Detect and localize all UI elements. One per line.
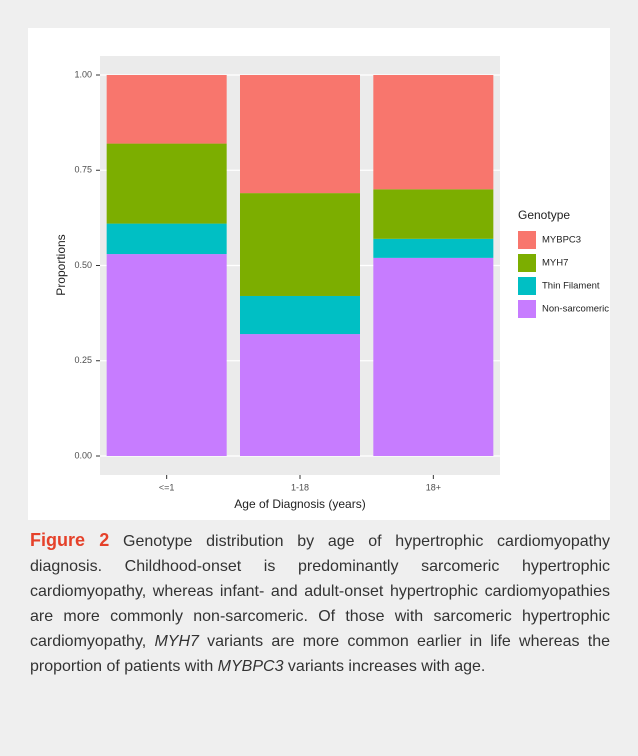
bar-segment [106, 143, 227, 224]
legend-label: MYH7 [542, 258, 568, 269]
bar-segment [106, 254, 227, 456]
legend-label: MYBPC3 [542, 235, 581, 246]
bar-segment [373, 238, 494, 258]
bar-segment [240, 75, 360, 194]
caption-text: variants are more common earlier in life… [30, 633, 610, 675]
x-axis-label: Age of Diagnosis (years) [234, 497, 365, 511]
bar-segment [240, 334, 360, 456]
caption-text: MYH7 [154, 633, 199, 650]
bar-segment [240, 295, 360, 335]
bar-segment [373, 257, 494, 456]
caption-label: Figure 2 [30, 530, 110, 550]
y-tick-label: 0.00 [74, 450, 92, 460]
y-tick-label: 0.25 [74, 355, 92, 365]
legend-key [518, 254, 536, 272]
legend-key [518, 231, 536, 249]
legend-label: Thin Filament [542, 281, 600, 292]
y-axis-label: Proportions [54, 234, 68, 295]
y-tick-label: 1.00 [74, 69, 92, 79]
legend-title: Genotype [518, 208, 570, 222]
caption-text: MYBPC3 [217, 658, 284, 675]
caption-text: variants increases with age. [283, 658, 486, 675]
caption-text: Genotype distribution by age of hypertro… [30, 533, 611, 650]
y-tick-label: 0.50 [74, 260, 92, 270]
bar-segment [373, 189, 494, 239]
caption: Figure 2 Genotype distribution by age of… [30, 528, 610, 679]
y-tick-label: 0.75 [74, 165, 92, 175]
bar-segment [240, 193, 360, 296]
legend-key [518, 277, 536, 295]
legend-key [518, 300, 536, 318]
chart: Age of Diagnosis (years) Proportions Gen… [28, 28, 610, 520]
bar-segment [106, 223, 227, 255]
legend-label: Non-sarcomeric [542, 304, 609, 315]
x-tick-label: 1-18 [291, 482, 309, 492]
bar-segment [373, 75, 494, 190]
x-tick-label: 18+ [426, 482, 441, 492]
bar-segment [106, 75, 227, 144]
x-tick-label: <=1 [159, 482, 175, 492]
